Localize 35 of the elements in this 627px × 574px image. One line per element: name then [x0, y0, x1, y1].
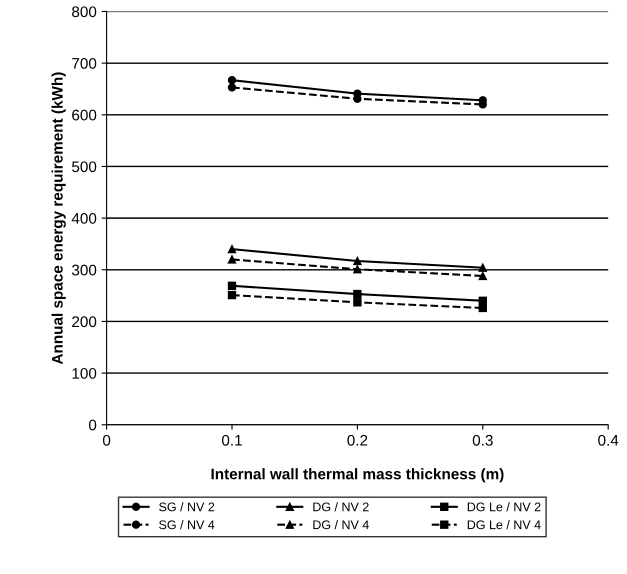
y-tick-label: 200 — [72, 316, 96, 328]
y-tick-label: 500 — [72, 161, 96, 172]
y-tick-label: 800 — [72, 6, 96, 18]
legend-label: DG Le / NV 2 — [468, 502, 540, 512]
x-tick-label: 0 — [102, 434, 110, 446]
point — [228, 83, 236, 92]
y-tick-label: 300 — [72, 264, 96, 276]
x-axis-title: Internal wall thermal mass thickness (m) — [212, 468, 504, 482]
point — [228, 244, 236, 254]
legend-label: DG Le / NV 4 — [468, 520, 541, 530]
y-tick-label: 0 — [88, 420, 96, 430]
point — [353, 290, 362, 298]
legend-label: SG / NV 4 — [159, 520, 214, 530]
point — [228, 290, 236, 300]
point — [353, 298, 362, 306]
point — [353, 265, 362, 274]
x-tick-label: 0.2 — [347, 434, 368, 446]
point — [478, 296, 487, 305]
y-axis-title: Annual space energy requirement (kWh) — [52, 72, 66, 364]
legend-label: SG / NV 2 — [159, 502, 214, 512]
point — [478, 264, 487, 272]
x-tick-label: 0.3 — [472, 434, 493, 446]
y-tick-label: 400 — [72, 212, 96, 224]
point — [228, 255, 236, 264]
x-tick-label: 0.4 — [598, 434, 618, 446]
y-tick-label: 100 — [72, 368, 96, 379]
point — [228, 76, 236, 84]
legend-label: DG / NV 2 — [313, 502, 369, 512]
x-tick-label: 0.1 — [222, 434, 242, 446]
point — [228, 282, 236, 290]
y-tick-label: 600 — [72, 110, 96, 120]
y-tick-label: 700 — [72, 58, 96, 69]
point — [478, 272, 487, 280]
point — [353, 256, 362, 266]
legend-label: DG / NV 4 — [313, 520, 369, 530]
